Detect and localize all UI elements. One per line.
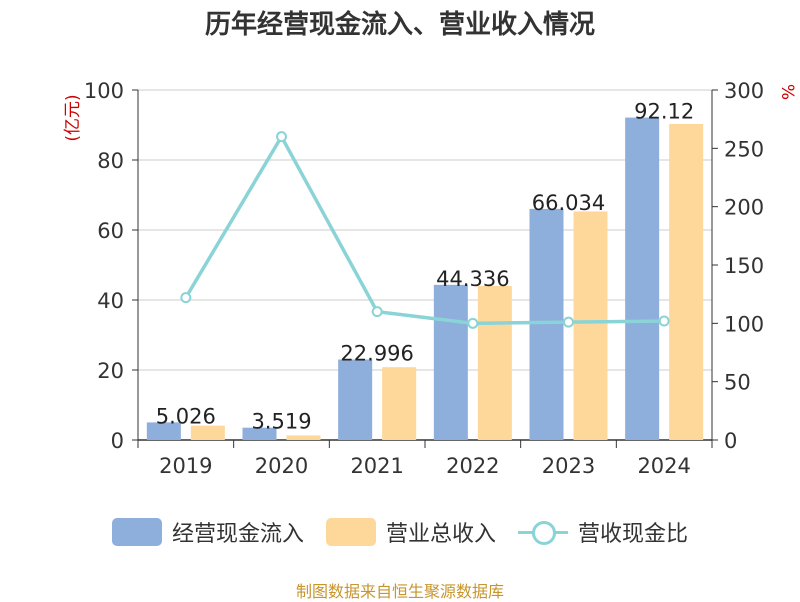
- bar-revenue: [669, 123, 704, 440]
- bar-cash-inflow: [338, 359, 373, 440]
- legend-item-cash-inflow[interactable]: 经营现金流入: [111, 516, 304, 548]
- y-left-axis-label: (亿元): [63, 94, 83, 141]
- point-ratio: [371, 306, 383, 318]
- bar-cash-inflow: [146, 422, 181, 440]
- y-right-tick-label: 150: [724, 254, 764, 278]
- legend-swatch-ratio: [518, 518, 568, 546]
- legend-label-revenue: 营业总收入: [385, 522, 496, 547]
- point-ratio: [467, 317, 479, 329]
- y-left-tick-label: 60: [97, 219, 124, 243]
- bar-cash-inflow: [529, 208, 564, 440]
- point-ratio: [276, 131, 287, 143]
- data-label-cash-inflow: 3.519: [251, 410, 311, 434]
- y-left-tick-label: 40: [97, 289, 124, 313]
- legend-swatch-cash-inflow: [111, 518, 162, 546]
- point-ratio: [563, 316, 574, 328]
- point-ratio: [180, 292, 192, 304]
- data-label-cash-inflow: 92.12: [634, 100, 694, 124]
- bar-revenue: [382, 367, 417, 440]
- y-right-tick-label: 300: [724, 79, 764, 103]
- chart-title: 历年经营现金流入、营业收入情况: [204, 10, 595, 40]
- y-left-tick-label: 20: [97, 359, 124, 383]
- source-note: 制图数据来自恒生聚源数据库: [295, 582, 504, 601]
- y-left-tick-label: 0: [111, 429, 124, 453]
- x-tick-label: 2021: [350, 454, 403, 478]
- bar-revenue: [190, 425, 225, 440]
- data-label-cash-inflow: 22.996: [340, 342, 413, 366]
- data-label-cash-inflow: 66.034: [532, 191, 605, 215]
- y-right-tick-label: 50: [724, 371, 751, 395]
- x-tick-label: 2019: [159, 454, 212, 478]
- legend-label-cash-inflow: 经营现金流入: [171, 522, 304, 547]
- data-label-cash-inflow: 44.336: [436, 267, 509, 291]
- y-left-tick-label: 100: [84, 79, 124, 103]
- bar-revenue: [573, 211, 608, 440]
- legend-swatch-revenue: [325, 518, 376, 546]
- legend-item-revenue[interactable]: 营业总收入: [325, 516, 496, 548]
- bar-revenue: [477, 286, 512, 440]
- y-right-tick-label: 250: [724, 137, 764, 161]
- point-ratio: [658, 315, 670, 327]
- y-left-tick-label: 80: [97, 149, 124, 173]
- y-right-tick-label: 100: [724, 312, 764, 336]
- bar-cash-inflow: [625, 117, 660, 440]
- legend-label-ratio: 营收现金比: [578, 522, 689, 547]
- y-right-axis-label: %: [777, 84, 797, 100]
- x-tick-label: 2020: [255, 454, 308, 478]
- y-right-tick-label: 0: [724, 429, 737, 453]
- x-tick-label: 2022: [446, 454, 499, 478]
- bar-cash-inflow: [433, 284, 468, 440]
- legend: 经营现金流入 营业总收入 营收现金比: [0, 516, 800, 548]
- x-tick-label: 2024: [637, 454, 690, 478]
- legend-item-ratio[interactable]: 营收现金比: [518, 516, 688, 548]
- y-right-tick-label: 200: [724, 196, 764, 220]
- x-tick-label: 2023: [542, 454, 595, 478]
- data-label-cash-inflow: 5.026: [156, 404, 216, 428]
- series-line-ratio: [184, 134, 665, 326]
- bar-revenue: [286, 435, 321, 440]
- bar-cash-inflow: [242, 427, 277, 440]
